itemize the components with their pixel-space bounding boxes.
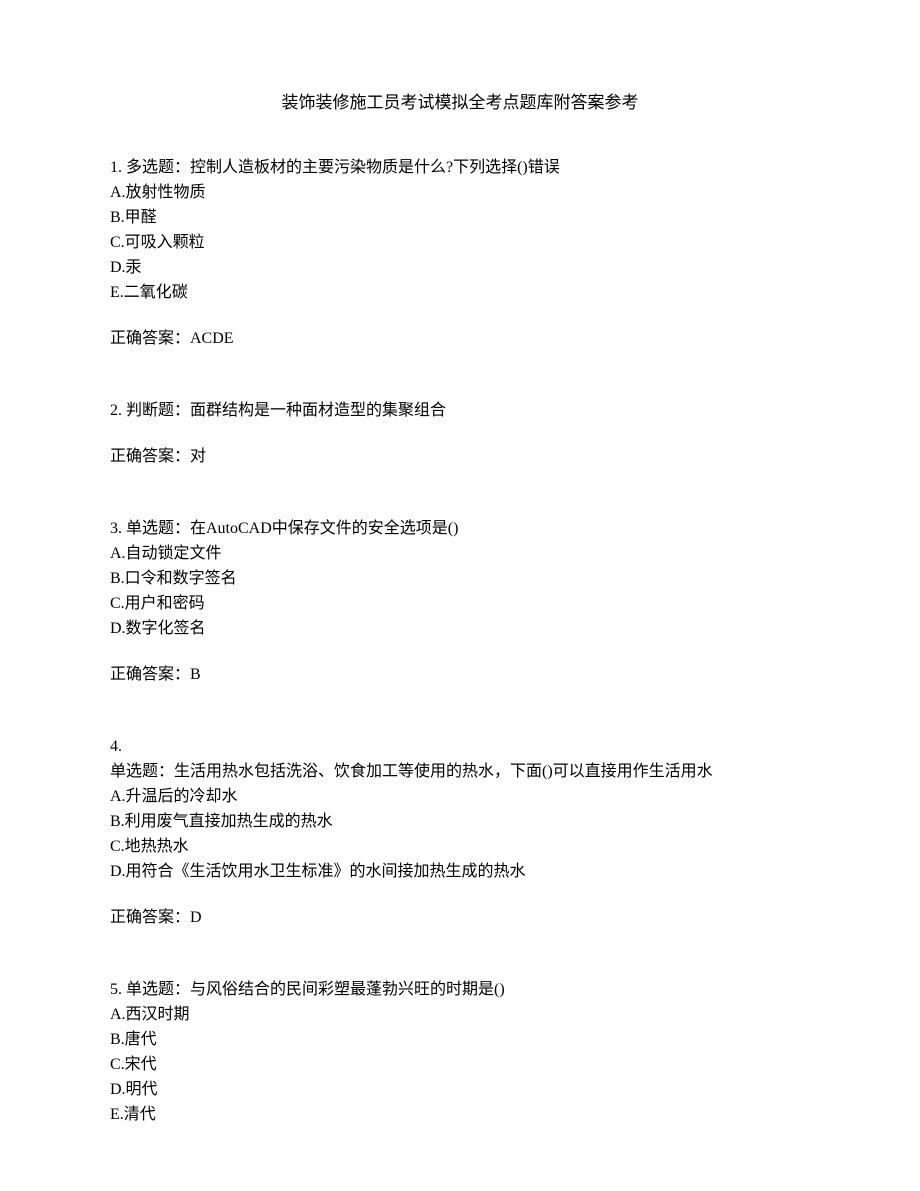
question-option: B.利用废气直接加热生成的热水 bbox=[110, 810, 810, 834]
question-stem: 5. 单选题：与风俗结合的民间彩塑最蓬勃兴旺的时期是() bbox=[110, 978, 810, 1002]
question-option: D.明代 bbox=[110, 1078, 810, 1102]
question-option: C.宋代 bbox=[110, 1053, 810, 1077]
question-stem: 单选题：生活用热水包括洗浴、饮食加工等使用的热水，下面()可以直接用作生活用水 bbox=[110, 760, 810, 784]
question-option: E.二氧化碳 bbox=[110, 281, 810, 305]
questions-container: 1. 多选题：控制人造板材的主要污染物质是什么?下列选择()错误A.放射性物质B… bbox=[110, 156, 810, 1127]
question-option: D.汞 bbox=[110, 256, 810, 280]
question-option: B.唐代 bbox=[110, 1028, 810, 1052]
document-title: 装饰装修施工员考试模拟全考点题库附答案参考 bbox=[110, 90, 810, 116]
question-number-line: 4. bbox=[110, 735, 810, 759]
answer-line: 正确答案：B bbox=[110, 663, 810, 687]
question-option: C.用户和密码 bbox=[110, 592, 810, 616]
question-option: C.可吸入颗粒 bbox=[110, 231, 810, 255]
question-option: A.放射性物质 bbox=[110, 181, 810, 205]
question-option: D.用符合《生活饮用水卫生标准》的水间接加热生成的热水 bbox=[110, 860, 810, 884]
question-block: 4.单选题：生活用热水包括洗浴、饮食加工等使用的热水，下面()可以直接用作生活用… bbox=[110, 735, 810, 930]
answer-line: 正确答案：对 bbox=[110, 445, 810, 469]
question-stem: 3. 单选题：在AutoCAD中保存文件的安全选项是() bbox=[110, 517, 810, 541]
answer-line: 正确答案：D bbox=[110, 906, 810, 930]
answer-line: 正确答案：ACDE bbox=[110, 327, 810, 351]
question-block: 3. 单选题：在AutoCAD中保存文件的安全选项是()A.自动锁定文件B.口令… bbox=[110, 517, 810, 687]
question-block: 2. 判断题：面群结构是一种面材造型的集聚组合正确答案：对 bbox=[110, 399, 810, 469]
question-option: B.甲醛 bbox=[110, 206, 810, 230]
question-block: 5. 单选题：与风俗结合的民间彩塑最蓬勃兴旺的时期是()A.西汉时期B.唐代C.… bbox=[110, 978, 810, 1127]
question-option: D.数字化签名 bbox=[110, 617, 810, 641]
question-option: E.清代 bbox=[110, 1103, 810, 1127]
question-option: A.自动锁定文件 bbox=[110, 542, 810, 566]
question-option: A.西汉时期 bbox=[110, 1003, 810, 1027]
question-stem: 2. 判断题：面群结构是一种面材造型的集聚组合 bbox=[110, 399, 810, 423]
question-option: C.地热热水 bbox=[110, 835, 810, 859]
question-stem: 1. 多选题：控制人造板材的主要污染物质是什么?下列选择()错误 bbox=[110, 156, 810, 180]
question-block: 1. 多选题：控制人造板材的主要污染物质是什么?下列选择()错误A.放射性物质B… bbox=[110, 156, 810, 351]
question-option: A.升温后的冷却水 bbox=[110, 785, 810, 809]
question-option: B.口令和数字签名 bbox=[110, 567, 810, 591]
